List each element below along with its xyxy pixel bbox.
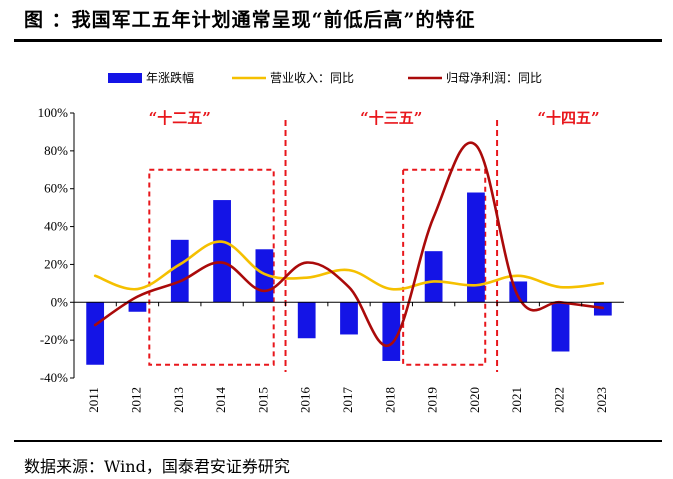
period-label-2: “十四五” <box>537 109 599 127</box>
bar-2017 <box>340 302 358 335</box>
y-tick-label-5: 60% <box>44 181 68 196</box>
period-markers: “十二五” “十三五” “十四五” <box>148 109 600 372</box>
x-tick-label-2014: 2014 <box>213 387 228 414</box>
x-tick-label-2023: 2023 <box>594 387 609 413</box>
period-highlight-box-0 <box>148 168 275 366</box>
bar-2022 <box>551 302 570 352</box>
bar-2019 <box>424 251 443 303</box>
axes: -40% -20% 0% 20% 40% 60% 80% 100% 2011 2012 2013 20… <box>38 105 624 413</box>
x-tick-label-2018: 2018 <box>382 387 397 413</box>
legend-swatch-0 <box>108 73 142 83</box>
bar-2012 <box>128 302 147 312</box>
bar-2020 <box>467 192 485 303</box>
y-tick-label-0: -40% <box>40 370 68 385</box>
source-rule <box>14 440 662 442</box>
x-tick-label-2011: 2011 <box>86 387 101 413</box>
bar-2014 <box>213 200 231 303</box>
x-tick-label-2022: 2022 <box>552 387 567 413</box>
source-note: 数据来源：Wind，国泰君安证券研究 <box>24 457 290 476</box>
y-tick-label-3: 20% <box>44 256 68 271</box>
legend-label-0: 年涨跌幅 <box>146 70 194 85</box>
y-tick-label-4: 40% <box>44 219 68 234</box>
x-tick-label-2013: 2013 <box>171 387 186 413</box>
line-series <box>93 141 605 348</box>
y-tick-label-7: 100% <box>38 105 69 120</box>
x-tick-label-2015: 2015 <box>255 387 270 413</box>
bar-2018 <box>382 302 401 361</box>
line-net-profit-yoy <box>93 141 605 348</box>
x-tick-label-2021: 2021 <box>509 387 524 413</box>
period-highlight-box-1 <box>402 168 487 366</box>
bar-2016 <box>297 302 316 339</box>
title-rule <box>14 39 662 42</box>
period-label-0: “十二五” <box>149 109 211 127</box>
x-tick-label-2019: 2019 <box>425 387 440 413</box>
legend-label-2: 归母净利润：同比 <box>446 71 542 85</box>
chart: 年涨跌幅 营业收入：同比 归母净利润：同比 “十二五” “十三五” “十四五” -40%… <box>38 70 624 413</box>
y-tick-label-6: 80% <box>44 143 68 158</box>
x-tick-label-2020: 2020 <box>467 387 482 413</box>
x-tick-label-2016: 2016 <box>298 387 313 414</box>
legend-label-1: 营业收入：同比 <box>270 71 354 85</box>
bar-2013 <box>170 239 189 303</box>
x-tick-label-2012: 2012 <box>128 387 143 413</box>
x-tick-label-2017: 2017 <box>340 387 355 414</box>
period-label-1: “十三五” <box>360 109 422 127</box>
y-tick-label-2: 0% <box>51 294 69 309</box>
bar-series <box>86 192 612 365</box>
legend: 年涨跌幅 营业收入：同比 归母净利润：同比 <box>108 70 542 85</box>
bar-2011 <box>86 302 105 365</box>
y-tick-label-1: -20% <box>40 332 68 347</box>
figure-title: 图 ：我国军工五年计划通常呈现“前低后高”的特征 <box>24 9 476 31</box>
